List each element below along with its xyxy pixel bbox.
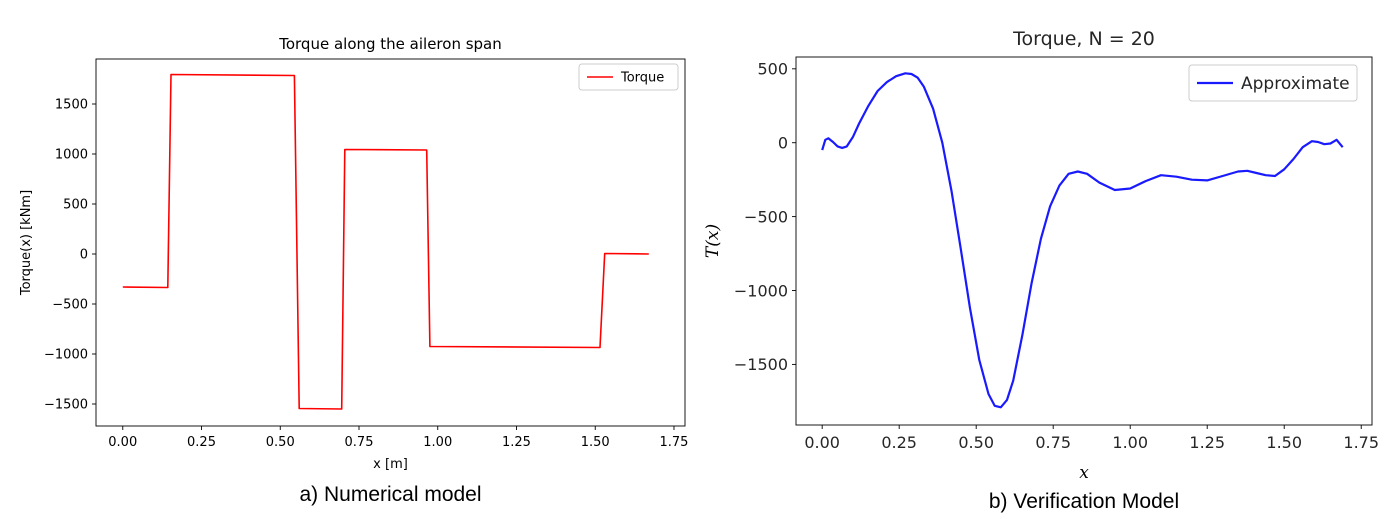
y-tick-label: −1000 <box>734 281 788 300</box>
series-line-approximate <box>821 72 1344 409</box>
x-tick-label: 0.75 <box>345 435 374 450</box>
x-tick-label: 0.25 <box>881 433 917 452</box>
y-tick-label: −500 <box>52 298 88 313</box>
y-tick-label: −1500 <box>734 355 788 374</box>
x-tick-label: 1.00 <box>1112 433 1148 452</box>
chart-title: Torque along the aileron span <box>278 35 502 53</box>
y-tick-label: 500 <box>757 60 788 79</box>
numerical-model-chart: 0.00 0.25 0.50 0.75 1.00 1.25 1.50 1.75 −1500 −10… <box>19 35 688 506</box>
y-tick-label: −500 <box>744 207 788 226</box>
legend-label: Torque <box>620 71 664 86</box>
x-tick-label: 0.50 <box>266 435 295 450</box>
y-tick-label: −1500 <box>44 398 88 413</box>
y-tick-label: 500 <box>63 198 88 213</box>
x-tick-label: 1.75 <box>1343 433 1379 452</box>
x-tick-label: 0.00 <box>108 435 137 450</box>
legend-box <box>578 63 679 91</box>
plot-frame <box>795 56 1373 426</box>
x-tick-label: 1.25 <box>502 435 531 450</box>
x-tick-label: 0.00 <box>804 433 840 452</box>
legend-box <box>1188 64 1358 102</box>
x-tick-label: 1.50 <box>1266 433 1302 452</box>
figure-caption: a) Numerical model <box>299 483 481 506</box>
plot-frame <box>95 58 686 427</box>
y-tick-label: −1000 <box>44 348 88 363</box>
y-tick-label: 0 <box>778 133 788 152</box>
x-tick-label: 1.00 <box>423 435 452 450</box>
x-tick-label: 0.25 <box>187 435 216 450</box>
x-tick-label: 0.50 <box>958 433 994 452</box>
y-axis-label: T(x) <box>703 224 723 258</box>
x-tick-label: 1.75 <box>659 435 688 450</box>
chart-title: Torque, N = 20 <box>1012 28 1155 50</box>
y-tick-label: 1500 <box>55 98 88 113</box>
series-line-torque <box>122 73 649 410</box>
y-tick-label: 1000 <box>55 148 88 163</box>
x-axis-label: x <box>1079 463 1089 483</box>
x-axis-label: x [m] <box>373 457 408 472</box>
figure-caption: b) Verification Model <box>989 490 1179 513</box>
x-tick-label: 0.75 <box>1035 433 1071 452</box>
x-tick-label: 1.50 <box>581 435 610 450</box>
legend-label: Approximate <box>1241 74 1350 94</box>
y-axis-label: Torque(x) [kNm] <box>19 190 34 296</box>
y-tick-label: 0 <box>80 248 88 263</box>
x-tick-label: 1.25 <box>1189 433 1225 452</box>
verification-model-chart: 0.00 0.25 0.50 0.75 1.00 1.25 1.50 1.75 −1500 −10… <box>703 28 1379 513</box>
